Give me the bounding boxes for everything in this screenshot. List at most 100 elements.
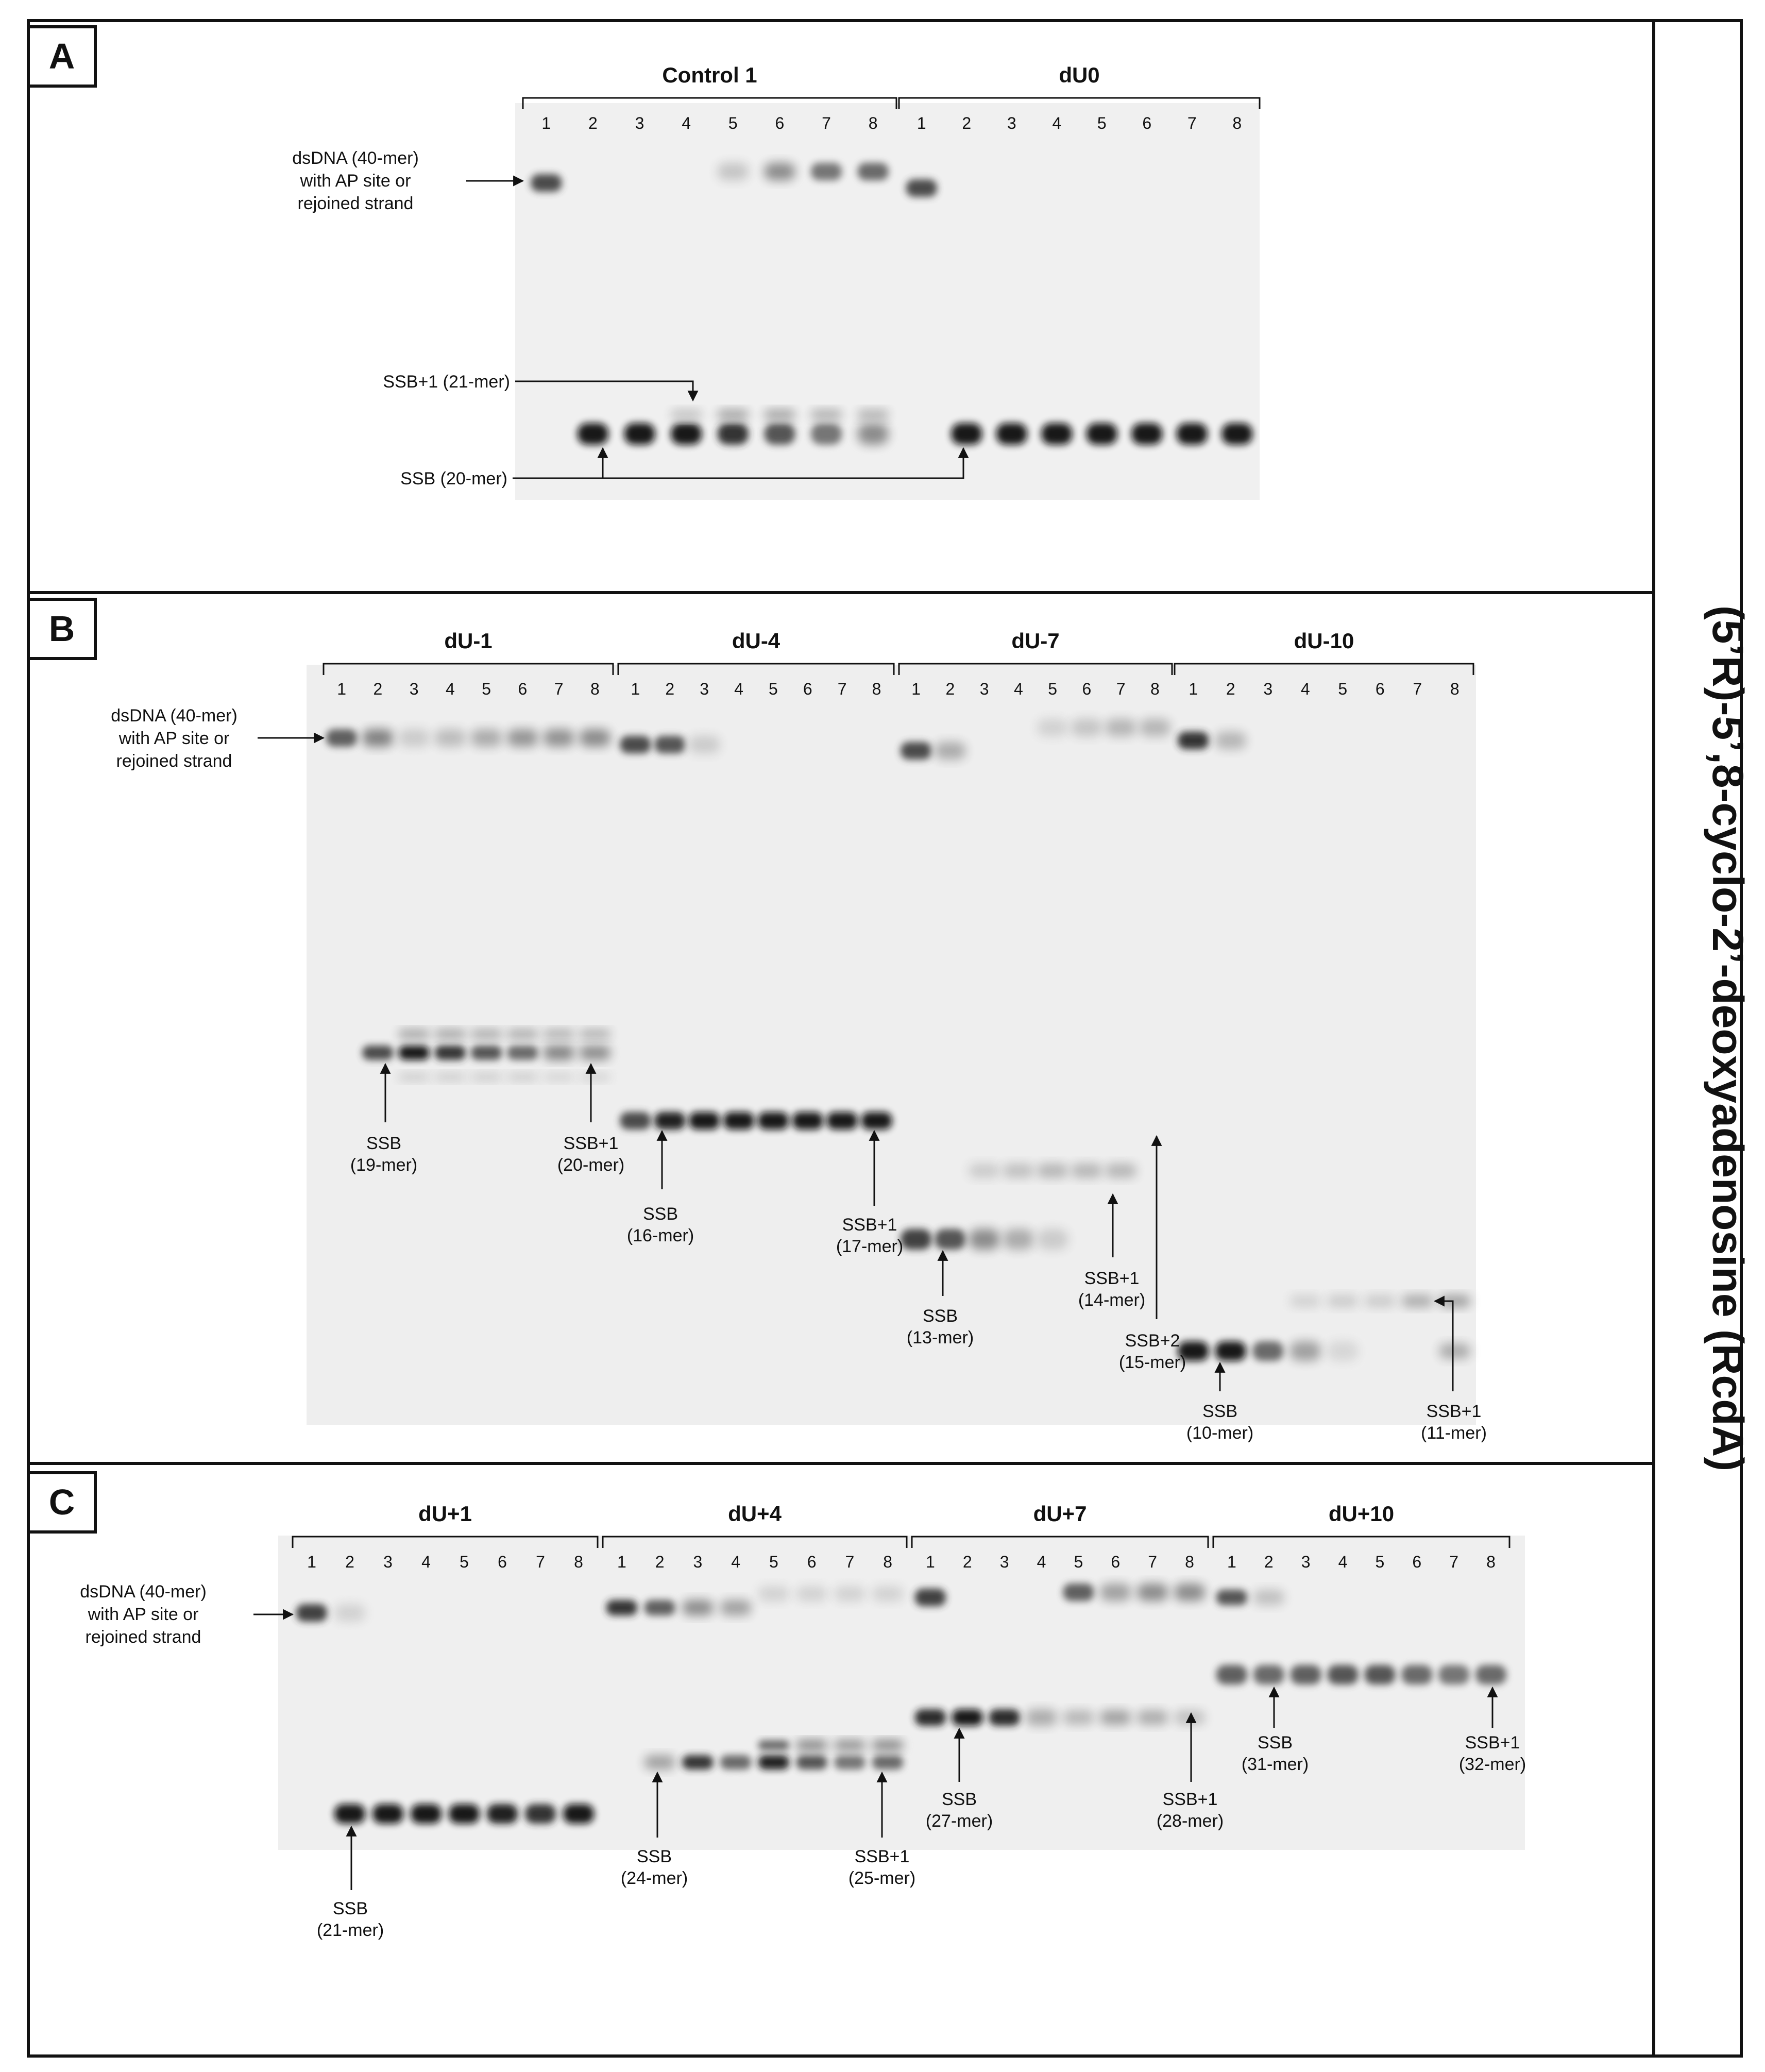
lane-number: 6 [775, 114, 785, 132]
lane-group-2-1: dU+4 1 2 3 4 5 6 7 8 [602, 1502, 908, 1571]
svg-text:SSB+1: SSB+1 [1427, 1402, 1482, 1421]
gel-band [671, 423, 702, 445]
gel-band [1252, 1341, 1284, 1361]
svg-text:SSB: SSB [637, 1847, 672, 1866]
lane-number: 8 [1185, 1553, 1194, 1571]
gel-band [872, 1740, 904, 1750]
lane-group-2-0: dU+1 1 2 3 4 5 6 7 8 [292, 1502, 599, 1571]
dsdna-label-A: dsDNA (40-mer) with AP site or rejoined … [292, 148, 419, 213]
gel-band [1139, 719, 1170, 736]
lane-number: 5 [482, 680, 491, 698]
lane-number: 1 [337, 680, 346, 698]
gel-band [398, 1030, 430, 1039]
gel-band [620, 1112, 651, 1130]
lane-number: 8 [1232, 114, 1242, 132]
gel-band [1041, 423, 1073, 445]
ssb-label-B-10mer: SSB (10-mer) [1186, 1402, 1253, 1443]
lane-group-title: dU+4 [728, 1502, 782, 1526]
gel-band [624, 423, 655, 445]
gel-band [758, 1586, 789, 1602]
gel-band [1215, 1341, 1246, 1361]
lane-number: 7 [554, 680, 564, 698]
gel-band [654, 1112, 686, 1130]
lane-number: 6 [1412, 1553, 1421, 1571]
lane-number: 8 [883, 1553, 892, 1571]
lane-number: 1 [307, 1553, 316, 1571]
svg-text:(11-mer): (11-mer) [1421, 1423, 1487, 1443]
gel-band [507, 1046, 538, 1060]
gel-band [758, 1755, 789, 1770]
svg-text:(24-mer): (24-mer) [621, 1868, 688, 1888]
lane-number: 7 [536, 1553, 545, 1571]
lane-number: 6 [498, 1553, 507, 1571]
annotation-arrow [1433, 1295, 1454, 1391]
gel-band [834, 1755, 865, 1770]
lane-number: 1 [1189, 680, 1198, 698]
lane-number: 1 [1227, 1553, 1236, 1571]
gel-band [1105, 719, 1136, 736]
lane-number: 5 [1338, 680, 1347, 698]
lane-group-headers: Control 1 1 2 3 4 5 6 7 8 dU0 1 2 3 4 5 6 7 8 dU-1 1 2 3 4 5 6 7 8… [292, 63, 1511, 1571]
svg-text:(20-mer): (20-mer) [557, 1155, 624, 1175]
gel-band [543, 1030, 574, 1039]
gel-band [1100, 1584, 1131, 1601]
gel-band [326, 729, 358, 747]
lane-number: 5 [769, 1553, 778, 1571]
svg-text:dsDNA (40-mer): dsDNA (40-mer) [111, 706, 237, 726]
svg-text:SSB+1: SSB+1 [1163, 1790, 1218, 1809]
gel-band [1439, 1295, 1470, 1307]
gel-band [951, 423, 982, 445]
svg-text:SSB: SSB [643, 1204, 678, 1224]
lane-number: 8 [574, 1553, 583, 1571]
gel-band [792, 1112, 823, 1130]
lane-number: 4 [421, 1553, 431, 1571]
gel-band [857, 163, 889, 180]
gel-band [372, 1804, 403, 1824]
gel-band [682, 1755, 714, 1770]
gel-band [1137, 1710, 1168, 1725]
gel-band [952, 1709, 983, 1726]
svg-text:B: B [49, 609, 75, 649]
svg-text:rejoined strand: rejoined strand [116, 751, 232, 771]
gel-band [1289, 1341, 1321, 1361]
lane-number: 6 [518, 680, 527, 698]
ssb-label-C-21mer: SSB (21-mer) [317, 1899, 384, 1940]
svg-text:SSB: SSB [1202, 1402, 1237, 1421]
lane-number: 4 [734, 680, 743, 698]
gel-band [796, 1740, 827, 1750]
lane-group-title: dU-4 [732, 629, 780, 653]
gel-band [507, 729, 538, 747]
gel-band [434, 1030, 466, 1039]
lane-number: 4 [1301, 680, 1310, 698]
svg-text:dsDNA (40-mer): dsDNA (40-mer) [80, 1582, 207, 1602]
svg-text:A: A [49, 36, 75, 76]
lane-number: 8 [1486, 1553, 1496, 1571]
lane-number: 1 [911, 680, 921, 698]
lane-number: 5 [460, 1553, 469, 1571]
svg-text:SSB+1: SSB+1 [1465, 1733, 1520, 1753]
lane-number: 3 [1263, 680, 1272, 698]
gel-band [1290, 1665, 1321, 1684]
ssb-plus2-label-B-15mer: SSB+2 (15-mer) [1119, 1331, 1186, 1372]
gel-band [577, 423, 608, 445]
gel-band [757, 1112, 789, 1130]
gel-band [644, 1600, 675, 1615]
lane-number: 8 [872, 680, 881, 698]
lane-number: 6 [1111, 1553, 1120, 1571]
gel-band [935, 1229, 966, 1250]
lane-group-1-3: dU-10 1 2 3 4 5 6 7 8 [1174, 629, 1474, 698]
lane-number: 2 [373, 680, 382, 698]
svg-text:SSB: SSB [942, 1790, 977, 1809]
lane-number: 5 [1097, 114, 1107, 132]
svg-text:SSB: SSB [923, 1306, 958, 1326]
gel-band [563, 1804, 594, 1824]
svg-text:SSB: SSB [333, 1899, 368, 1918]
gel-band [487, 1804, 518, 1824]
lane-number: 5 [1376, 1553, 1385, 1571]
lane-number: 5 [1048, 680, 1057, 698]
ssb-label-C-31mer: SSB (31-mer) [1242, 1733, 1309, 1774]
lane-number: 5 [769, 680, 778, 698]
gel-band [1137, 1584, 1168, 1601]
lane-number: 3 [1000, 1553, 1009, 1571]
svg-text:C: C [49, 1482, 75, 1522]
